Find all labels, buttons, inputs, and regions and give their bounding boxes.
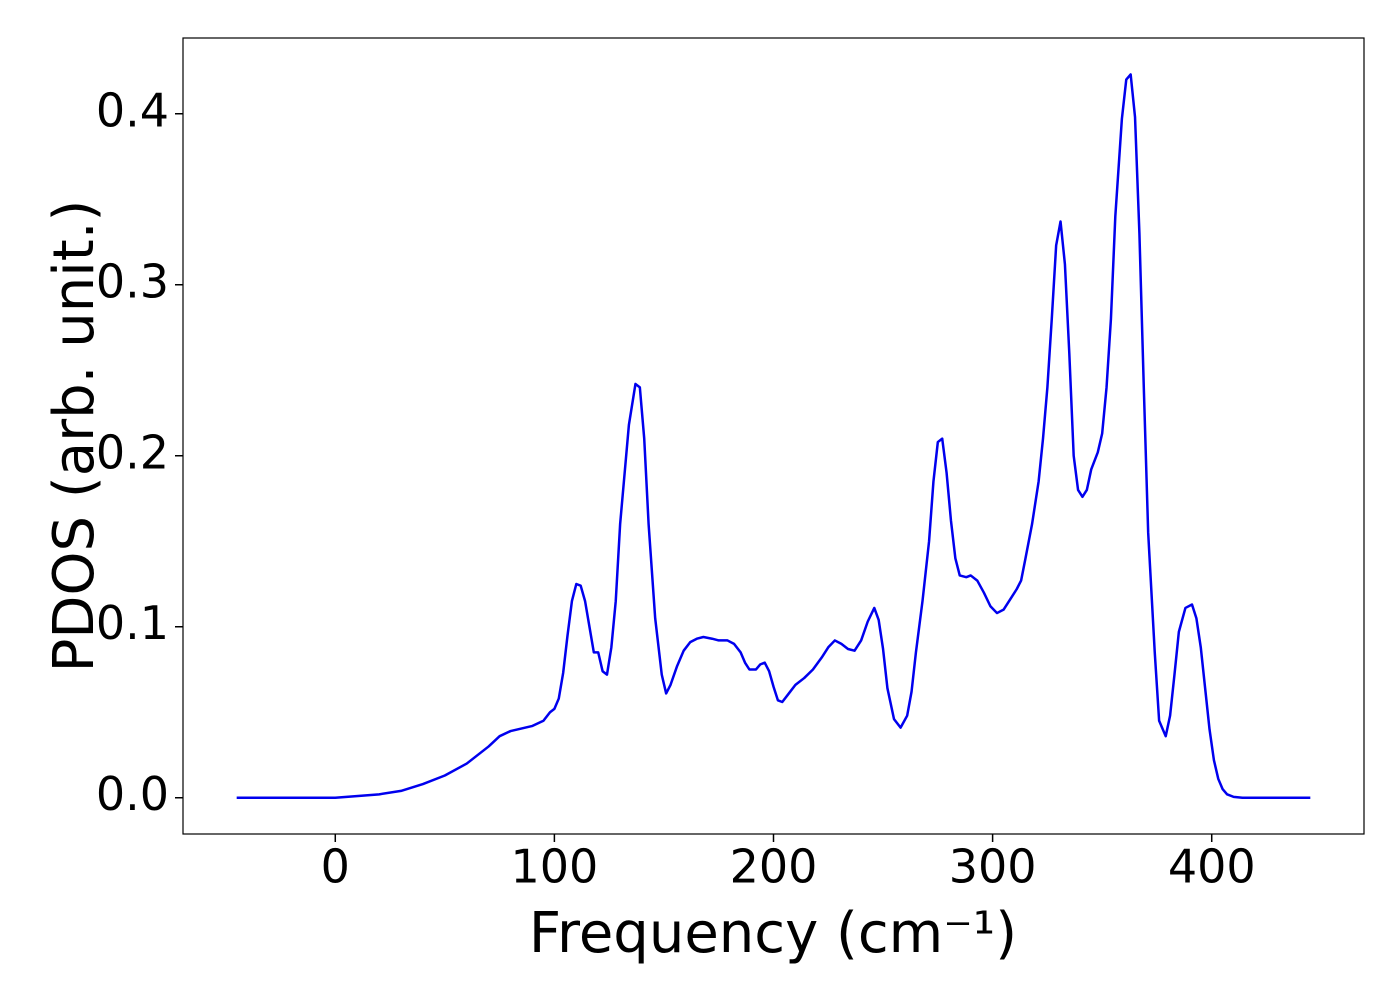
x-tick-label: 300 bbox=[949, 840, 1037, 894]
y-tick-label: 0.1 bbox=[96, 596, 169, 650]
y-axis-label: PDOS (arb. unit.) bbox=[42, 200, 107, 673]
x-axis-label: Frequency (cm⁻¹) bbox=[529, 901, 1017, 966]
plot-frame bbox=[182, 37, 1365, 835]
x-tick-label: 100 bbox=[510, 840, 598, 894]
x-tick-label: 400 bbox=[1168, 840, 1256, 894]
data-line bbox=[236, 73, 1311, 799]
x-tick-label: 0 bbox=[321, 840, 350, 894]
y-tick-label: 0.0 bbox=[96, 767, 169, 821]
y-tick-label: 0.3 bbox=[96, 254, 169, 308]
y-tick-label: 0.4 bbox=[96, 83, 169, 137]
x-tick-label: 200 bbox=[730, 840, 818, 894]
y-tick-label: 0.2 bbox=[96, 425, 169, 479]
